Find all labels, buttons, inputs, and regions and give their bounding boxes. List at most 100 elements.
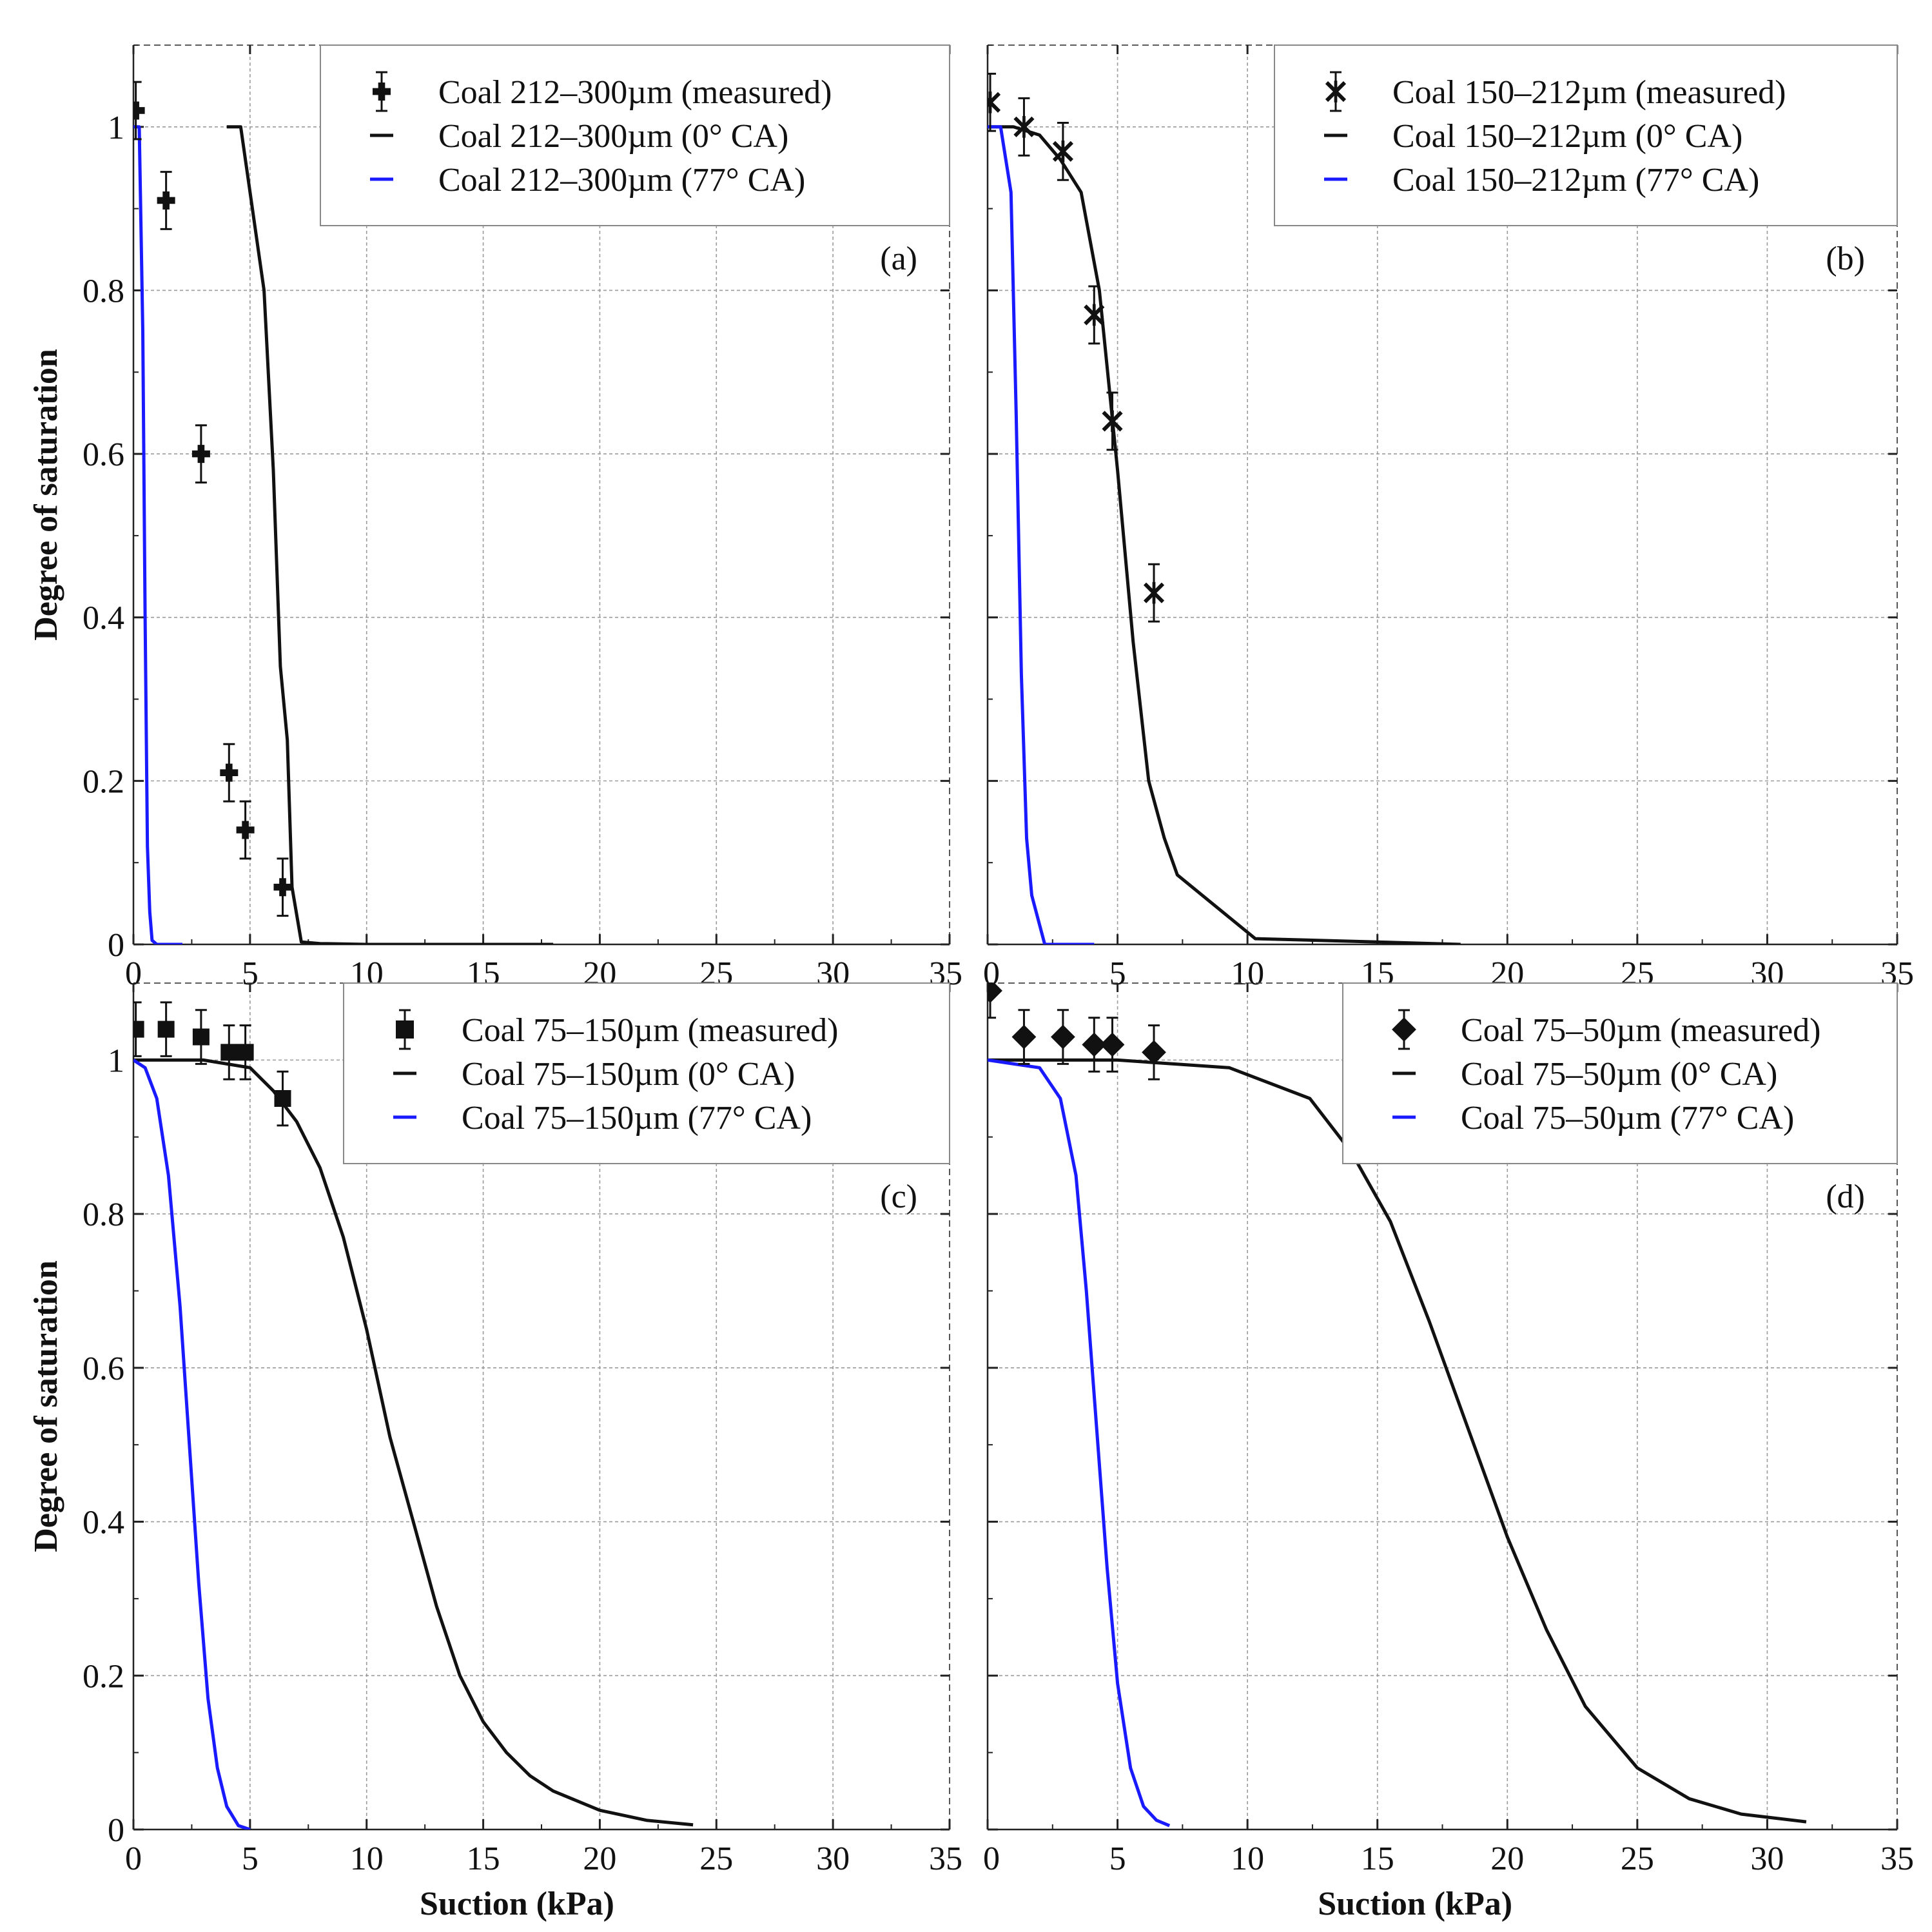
panel-label: (d) bbox=[1826, 1178, 1865, 1215]
y-axis-title: Degree of saturation bbox=[28, 1260, 64, 1552]
series-line-0-ca bbox=[988, 125, 1461, 944]
series-line-77-ca bbox=[133, 125, 182, 944]
data-point bbox=[1052, 141, 1073, 162]
data-point bbox=[1084, 304, 1105, 326]
data-layer bbox=[988, 983, 1807, 1828]
panel-label: (b) bbox=[1826, 240, 1865, 277]
x-tick-label: 10 bbox=[1231, 1840, 1264, 1877]
data-layer bbox=[133, 81, 554, 944]
series-line-0-ca bbox=[133, 1058, 694, 1827]
data-point bbox=[1082, 1032, 1107, 1057]
y-tick-label: 0.4 bbox=[83, 1505, 124, 1541]
x-axis-title: Suction (kPa) bbox=[1318, 1886, 1512, 1922]
legend: Coal 75–50µm (measured) Coal 75–50µm (0° … bbox=[1342, 982, 1898, 1164]
data-point bbox=[1011, 1024, 1037, 1049]
y-tick-label: 1 bbox=[108, 1042, 124, 1079]
y-tick-label: 0.2 bbox=[83, 763, 124, 800]
legend-marker bbox=[373, 83, 391, 101]
x-tick-label: 10 bbox=[350, 1840, 384, 1877]
panel-label: (a) bbox=[880, 240, 917, 277]
data-point bbox=[1013, 116, 1035, 138]
legend-label: Coal 75–150µm (0° CA) bbox=[462, 1056, 795, 1093]
legend-marker bbox=[1325, 81, 1347, 102]
y-tick-label: 0 bbox=[108, 1812, 124, 1849]
data-point bbox=[133, 101, 145, 120]
legend-label: Coal 75–50µm (0° CA) bbox=[1461, 1056, 1777, 1093]
data-point bbox=[274, 1090, 291, 1107]
series-line-77-ca bbox=[988, 125, 1095, 944]
x-tick-label: 35 bbox=[1880, 1840, 1914, 1877]
y-axis-title: Degree of saturation bbox=[28, 349, 64, 641]
x-tick-label: 0 bbox=[983, 1840, 1000, 1877]
x-tick-label: 5 bbox=[1109, 1840, 1126, 1877]
legend-label: Coal 75–50µm (measured) bbox=[1461, 1012, 1821, 1049]
data-point bbox=[192, 1028, 210, 1046]
y-tick-label: 1 bbox=[108, 110, 124, 146]
x-tick-label: 25 bbox=[1621, 1840, 1654, 1877]
data-point bbox=[1051, 1024, 1075, 1049]
series-line-0-ca bbox=[988, 1058, 1807, 1824]
data-point bbox=[1100, 1032, 1125, 1057]
y-tick-label: 0.8 bbox=[83, 273, 124, 309]
legend-label: Coal 75–50µm (77° CA) bbox=[1461, 1100, 1794, 1137]
legend: Coal 75–150µm (measured) Coal 75–150µm (0… bbox=[343, 982, 950, 1164]
gridlines bbox=[988, 45, 1897, 944]
data-point bbox=[988, 91, 1001, 113]
y-tick-label: 0.6 bbox=[83, 436, 124, 473]
panel-d: 0 5 10 15 20 25 30 35 Suction (kPa) Coal 75–50µm … bbox=[983, 982, 1914, 1922]
x-tick-label: 20 bbox=[583, 1840, 616, 1877]
x-tick-label: 25 bbox=[699, 1840, 733, 1877]
series-line-77-ca bbox=[133, 1059, 251, 1830]
legend-label: Coal 150–212µm (0° CA) bbox=[1392, 118, 1742, 155]
data-point bbox=[157, 1020, 175, 1038]
x-tick-label: 30 bbox=[816, 1840, 850, 1877]
legend-box bbox=[1274, 44, 1898, 226]
legend-label: Coal 212–300µm (measured) bbox=[438, 74, 832, 111]
y-tick-label: 0.4 bbox=[83, 600, 124, 637]
data-point bbox=[988, 983, 1002, 1003]
series-line-77-ca bbox=[988, 1058, 1171, 1828]
x-tick-label: 5 bbox=[242, 1840, 259, 1877]
data-point bbox=[237, 1044, 254, 1061]
data-point bbox=[1143, 581, 1165, 604]
x-axis-title: Suction (kPa) bbox=[420, 1886, 614, 1922]
legend-label: Coal 212–300µm (0° CA) bbox=[438, 118, 788, 155]
data-point bbox=[1102, 410, 1123, 433]
x-tick-label: 15 bbox=[1361, 1840, 1394, 1877]
legend-label: Coal 212–300µm (77° CA) bbox=[438, 162, 805, 199]
y-tick-label: 0.2 bbox=[83, 1658, 124, 1695]
y-tick-label: 0.8 bbox=[83, 1196, 124, 1233]
data-point bbox=[220, 763, 239, 782]
x-tick-label: 15 bbox=[467, 1840, 500, 1877]
x-tick-label: 30 bbox=[1750, 1840, 1784, 1877]
x-tick-label: 0 bbox=[125, 1840, 142, 1877]
series-line-0-ca bbox=[226, 125, 554, 944]
x-tick-label: 35 bbox=[929, 1840, 962, 1877]
legend-box bbox=[1342, 982, 1898, 1164]
data-point bbox=[273, 878, 292, 897]
x-tick-label: 20 bbox=[1490, 1840, 1524, 1877]
data-layer bbox=[988, 72, 1461, 944]
data-point bbox=[157, 191, 175, 210]
panel-c: 0 5 10 15 20 25 30 35 0 0.2 0.4 0.6 0.8 1 Suction (kPa… bbox=[28, 982, 962, 1922]
y-tick-label: 0 bbox=[108, 927, 124, 964]
legend: Coal 150–212µm (measured) Coal 150–212µm … bbox=[1274, 44, 1898, 226]
panel-label: (c) bbox=[880, 1178, 917, 1215]
legend-marker bbox=[396, 1020, 414, 1039]
data-point bbox=[191, 445, 210, 463]
legend-box bbox=[343, 982, 950, 1164]
data-point bbox=[1142, 1040, 1166, 1065]
legend-label: Coal 150–212µm (measured) bbox=[1392, 74, 1786, 111]
legend: Coal 212–300µm (measured) Coal 212–300µm … bbox=[320, 44, 950, 226]
data-layer bbox=[133, 1001, 694, 1830]
legend-label: Coal 150–212µm (77° CA) bbox=[1392, 162, 1759, 199]
data-point bbox=[133, 1020, 144, 1038]
legend-label: Coal 75–150µm (measured) bbox=[462, 1012, 839, 1049]
y-tick-label: 0.6 bbox=[83, 1351, 124, 1387]
legend-marker bbox=[1392, 1017, 1416, 1042]
legend-box bbox=[320, 44, 950, 226]
data-point bbox=[220, 1044, 238, 1061]
data-point bbox=[236, 821, 255, 839]
